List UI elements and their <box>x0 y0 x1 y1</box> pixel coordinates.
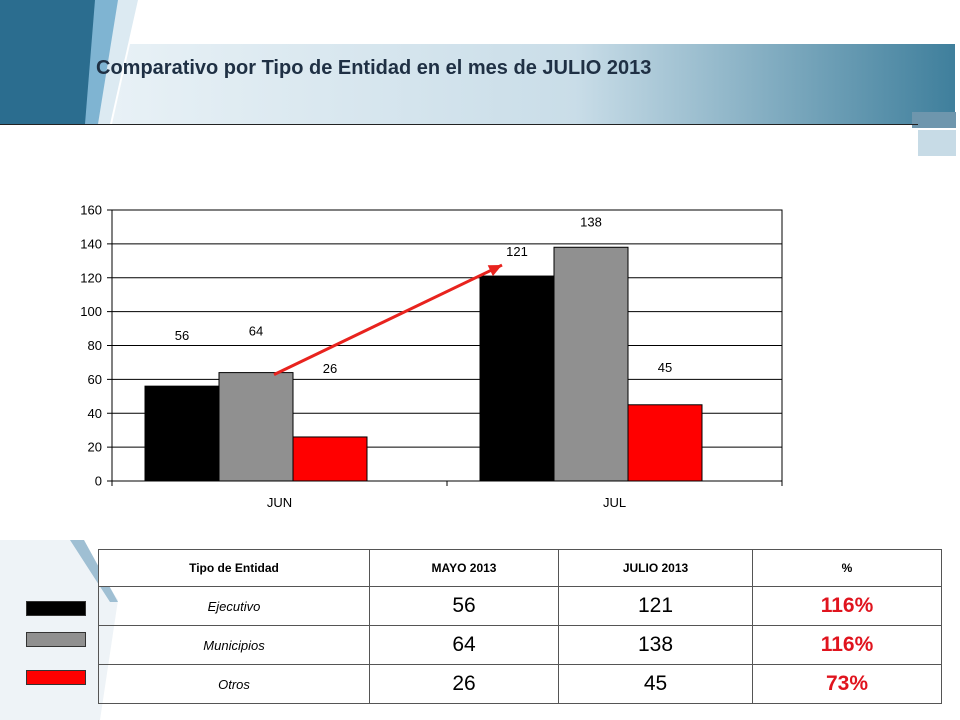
data-label: 45 <box>658 360 672 375</box>
mayo-cell: 26 <box>369 664 559 704</box>
data-label: 56 <box>175 328 189 343</box>
table-row: Otros 26 45 73% <box>98 664 942 704</box>
entity-cell: Ejecutivo <box>98 586 370 626</box>
julio-cell: 121 <box>558 586 753 626</box>
comparison-table: Tipo de Entidad MAYO 2013 JULIO 2013 % E… <box>98 549 942 704</box>
y-tick-label: 20 <box>88 440 102 455</box>
data-label: 26 <box>323 361 337 376</box>
mayo-cell: 56 <box>369 586 559 626</box>
column-header-julio: JULIO 2013 <box>558 549 753 587</box>
legend-swatch-otros <box>26 670 86 685</box>
bar-otros-jul <box>627 404 703 482</box>
x-tick-label: JUN <box>267 495 292 510</box>
y-tick-label: 100 <box>80 304 102 319</box>
trend-arrow-shaft <box>273 263 503 376</box>
bar-ejecutivo-jun <box>144 385 220 482</box>
bar-otros-jun <box>292 436 368 482</box>
y-tick-label: 40 <box>88 406 102 421</box>
data-label: 138 <box>580 214 602 229</box>
table-row: Municipios 64 138 116% <box>98 625 942 665</box>
header-decoration <box>0 0 956 156</box>
trend-arrow-head <box>487 265 502 277</box>
bar-chart: 0 20 40 60 80 100 120 140 160 56 64 26 JUN 121 138 45 JU… <box>80 203 783 511</box>
entity-cell: Municipios <box>98 625 370 665</box>
y-tick-label: 120 <box>80 270 102 285</box>
percent-cell: 116% <box>752 625 942 665</box>
chart-labels: 0 20 40 60 80 100 120 140 160 56 64 26 JUN 121 138 45 JU… <box>80 203 672 511</box>
y-tick-label: 160 <box>80 203 102 218</box>
table-row: Ejecutivo 56 121 116% <box>98 586 942 626</box>
bar-ejecutivo-jul <box>479 275 555 482</box>
data-label: 64 <box>249 324 263 339</box>
trend-arrow <box>273 263 503 376</box>
column-header-entity: Tipo de Entidad <box>98 549 370 587</box>
y-tick-label: 140 <box>80 236 102 251</box>
table-header-row: Tipo de Entidad MAYO 2013 JULIO 2013 % <box>98 549 942 587</box>
header-divider <box>0 124 918 125</box>
y-tick-label: 60 <box>88 372 102 387</box>
legend-swatch-ejecutivo <box>26 601 86 616</box>
chart-axes <box>107 209 783 486</box>
y-tick-label: 0 <box>95 474 102 489</box>
bar-municipios-jun <box>218 372 294 482</box>
page-title: Comparativo por Tipo de Entidad en el me… <box>96 57 652 79</box>
mayo-cell: 64 <box>369 625 559 665</box>
x-tick-label: JUL <box>603 495 626 510</box>
bar-municipios-jul <box>553 246 629 482</box>
julio-cell: 45 <box>558 664 753 704</box>
y-tick-label: 80 <box>88 338 102 353</box>
percent-cell: 116% <box>752 586 942 626</box>
chart-bars <box>144 246 703 482</box>
data-label: 121 <box>506 244 528 259</box>
column-header-mayo: MAYO 2013 <box>369 549 559 587</box>
legend-swatch-municipios <box>26 632 86 647</box>
julio-cell: 138 <box>558 625 753 665</box>
percent-cell: 73% <box>752 664 942 704</box>
entity-cell: Otros <box>98 664 370 704</box>
column-header-percent: % <box>752 549 942 587</box>
